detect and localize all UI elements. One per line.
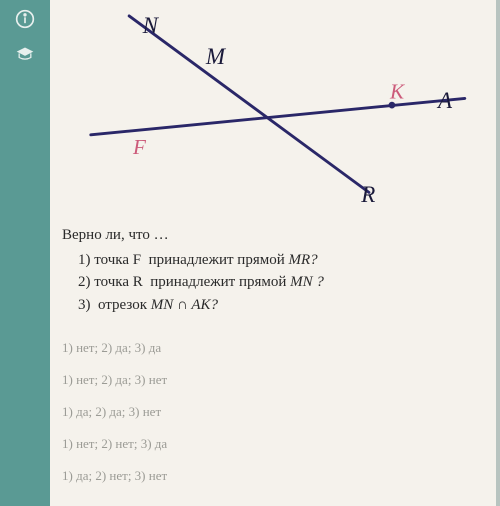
q2-c: MN ? — [290, 274, 324, 290]
sidebar — [0, 0, 50, 506]
q1-c: MR? — [289, 252, 318, 268]
q3-num: 3) — [78, 297, 91, 313]
answer-options: 1) нет; 2) да; 3) да 1) нет; 2) да; 3) н… — [62, 338, 484, 486]
label-a: A — [436, 87, 453, 113]
q3-a: отрезок — [98, 297, 147, 313]
q2-a: точка R — [94, 274, 143, 290]
line-fa — [91, 98, 465, 134]
label-m: M — [205, 43, 227, 69]
question-1: 1) точка F принадлежит прямой MR? — [78, 249, 484, 272]
question-block: Верно ли, что … 1) точка F принадлежит п… — [62, 224, 484, 316]
label-k: K — [389, 79, 405, 103]
answer-option-1[interactable]: 1) нет; 2) да; 3) да — [62, 338, 484, 358]
q1-b: принадлежит прямой — [149, 252, 285, 268]
label-r: R — [360, 181, 375, 207]
question-2: 2) точка R принадлежит прямой MN ? — [78, 271, 484, 294]
q1-num: 1) — [78, 252, 91, 268]
answer-option-4[interactable]: 1) нет; 2) нет; 3) да — [62, 434, 484, 454]
geometry-diagram: N M K A F R — [62, 8, 484, 208]
line-mr — [129, 16, 369, 192]
answer-option-5[interactable]: 1) да; 2) нет; 3) нет — [62, 466, 484, 486]
label-n: N — [142, 12, 160, 38]
q3-b: MN ∩ AK? — [151, 297, 218, 313]
question-intro: Верно ли, что … — [62, 224, 484, 247]
q2-num: 2) — [78, 274, 91, 290]
question-3: 3) отрезок MN ∩ AK? — [78, 294, 484, 317]
info-icon[interactable] — [14, 8, 36, 30]
answer-option-3[interactable]: 1) да; 2) да; 3) нет — [62, 402, 484, 422]
label-f: F — [132, 135, 147, 159]
q2-b: принадлежит прямой — [150, 274, 286, 290]
answer-option-2[interactable]: 1) нет; 2) да; 3) нет — [62, 370, 484, 390]
graduation-cap-icon[interactable] — [14, 44, 36, 66]
content-panel: N M K A F R Верно ли, что … 1) точка F п… — [50, 0, 496, 506]
q1-a: точка F — [94, 252, 141, 268]
